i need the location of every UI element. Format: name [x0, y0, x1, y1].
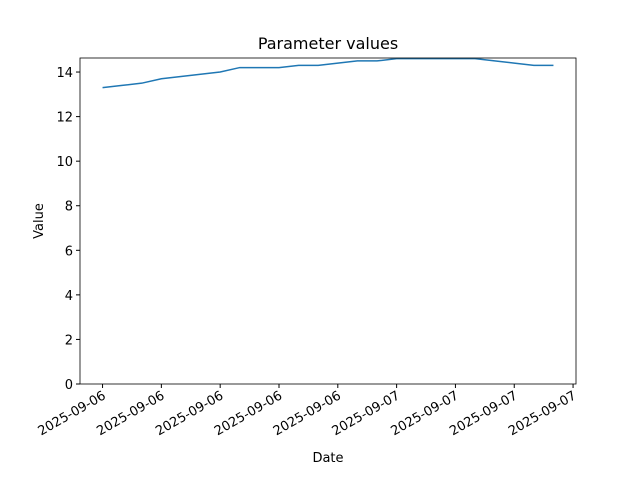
y-tick-label: 8 — [65, 200, 73, 215]
y-tick-label: 12 — [56, 111, 73, 126]
chart-title: Parameter values — [258, 34, 398, 53]
y-tick-label: 2 — [65, 333, 73, 348]
plot-frame — [79, 57, 577, 385]
y-tick-label: 6 — [65, 244, 73, 259]
y-axis-label: Value — [32, 203, 47, 239]
y-tick-label: 10 — [56, 155, 73, 170]
y-tick-label: 4 — [65, 289, 73, 304]
line — [102, 57, 554, 89]
x-axis-label: Date — [312, 451, 343, 466]
y-tick-label: 0 — [65, 378, 73, 393]
y-tick-label: 14 — [56, 66, 73, 81]
